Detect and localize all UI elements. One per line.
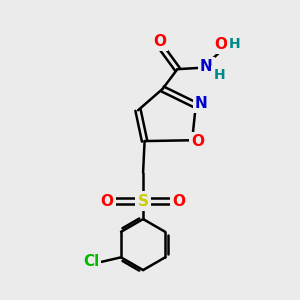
Text: O: O [153, 34, 166, 49]
Text: S: S [138, 194, 148, 208]
Text: O: O [214, 37, 227, 52]
Text: N: N [200, 59, 213, 74]
Text: H: H [229, 37, 241, 51]
Text: N: N [195, 96, 208, 111]
Text: O: O [100, 194, 114, 208]
Text: H: H [214, 68, 225, 82]
Text: Cl: Cl [83, 254, 99, 269]
Text: O: O [172, 194, 186, 208]
Text: O: O [191, 134, 204, 149]
